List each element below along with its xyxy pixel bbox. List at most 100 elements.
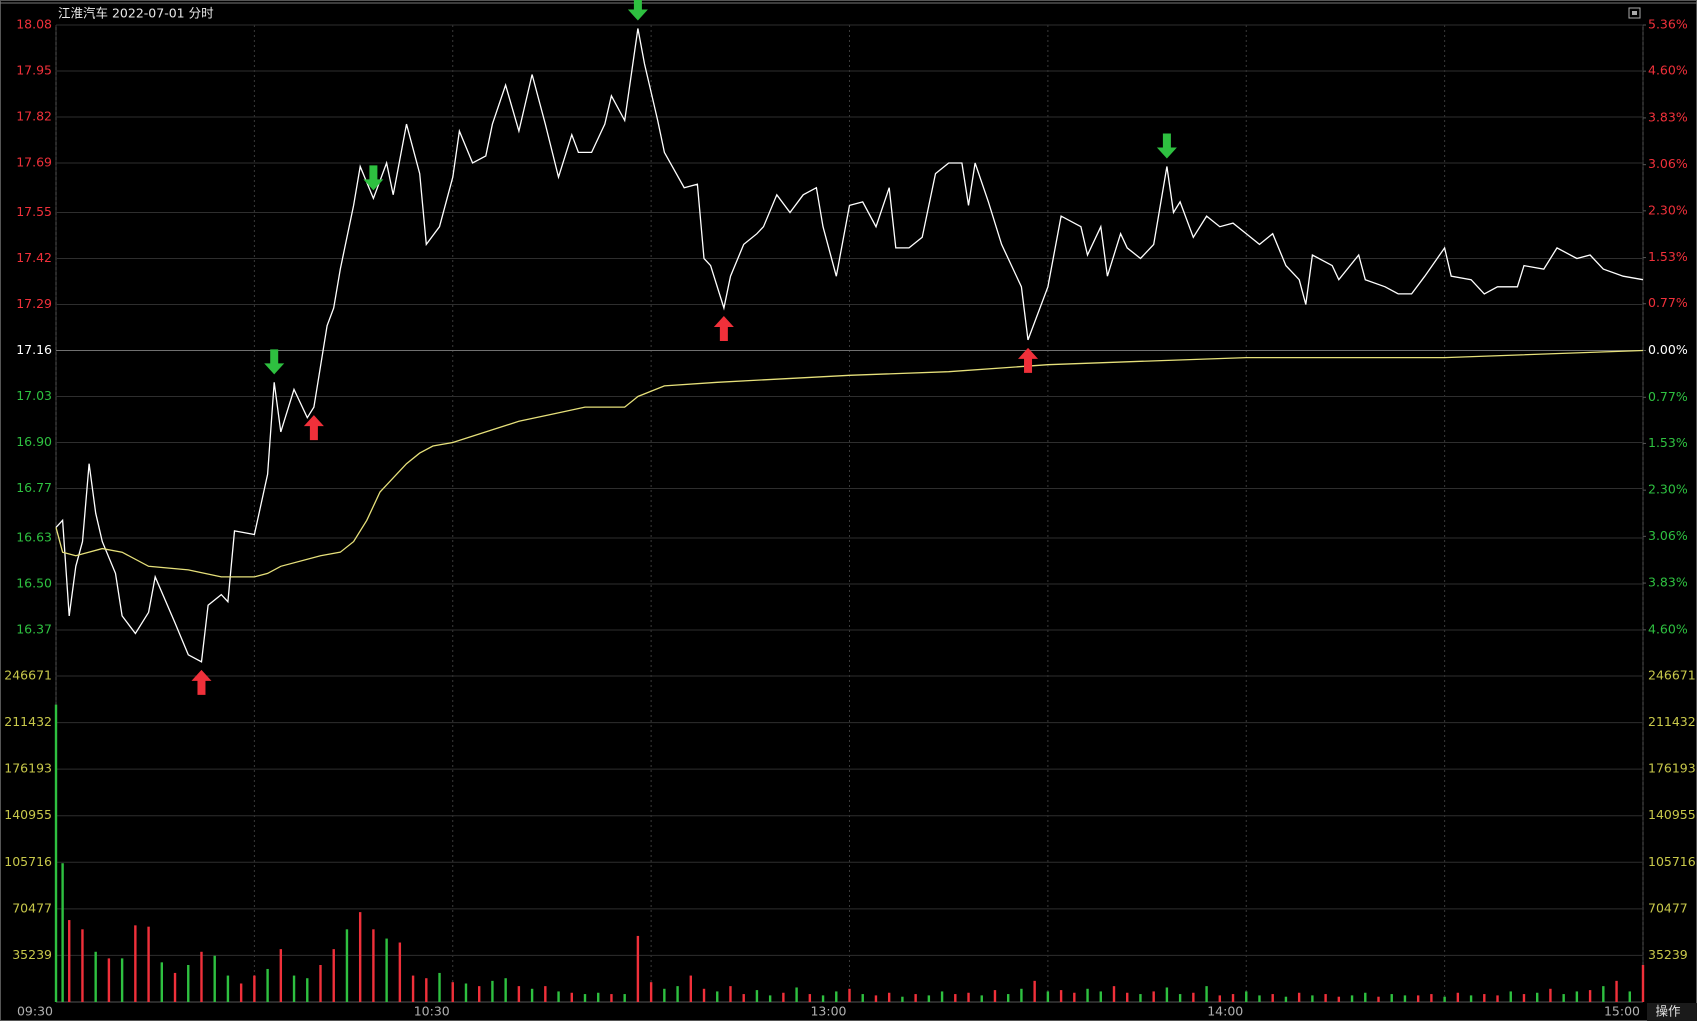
volume-bar bbox=[993, 990, 997, 1002]
y-tick-label: 16.37 bbox=[16, 622, 52, 637]
volume-bar bbox=[1139, 994, 1142, 1002]
y2-tick-label: 5.36% bbox=[1648, 17, 1688, 32]
volume-bar bbox=[61, 863, 64, 1002]
volume-bar bbox=[226, 975, 230, 1002]
volume-bar bbox=[1562, 994, 1565, 1002]
volume-bar bbox=[279, 949, 283, 1002]
volume-bar bbox=[782, 992, 785, 1002]
volume-tick-label: 246671 bbox=[4, 668, 52, 683]
volume-bar bbox=[1099, 991, 1102, 1002]
chart-title: 江淮汽车 2022-07-01 分时 bbox=[58, 6, 214, 21]
buy-arrow bbox=[1018, 347, 1039, 373]
volume-bar bbox=[623, 994, 626, 1002]
volume-tick-label: 35239 bbox=[12, 947, 52, 962]
operate-button[interactable]: 操作 bbox=[1655, 1004, 1681, 1019]
volume-tick-label-right: 105716 bbox=[1648, 854, 1696, 869]
volume-bar bbox=[530, 988, 534, 1002]
volume-bar bbox=[1218, 995, 1221, 1002]
volume-bar bbox=[134, 925, 137, 1002]
sell-arrow bbox=[264, 349, 285, 375]
volume-bar bbox=[597, 992, 600, 1002]
average-line bbox=[55, 349, 1644, 578]
volume-bar bbox=[253, 975, 256, 1002]
volume-bar bbox=[1509, 991, 1512, 1002]
y-tick-label: 16.50 bbox=[16, 576, 52, 591]
volume-tick-label: 105716 bbox=[4, 854, 52, 869]
volume-bar bbox=[768, 995, 772, 1002]
volume-bar bbox=[1297, 992, 1301, 1002]
volume-bar bbox=[808, 994, 812, 1002]
volume-bar bbox=[1284, 996, 1288, 1002]
volume-bar bbox=[1126, 992, 1129, 1002]
y-tick-label: 17.82 bbox=[16, 108, 52, 123]
x-tick-label: 09:30 bbox=[17, 1004, 53, 1019]
volume-tick-label-right: 70477 bbox=[1648, 900, 1688, 915]
volume-bar bbox=[1271, 994, 1274, 1002]
volume-bar bbox=[610, 994, 613, 1002]
volume-bar bbox=[107, 958, 111, 1002]
volume-bar bbox=[1416, 995, 1420, 1002]
volume-bar bbox=[1628, 991, 1631, 1002]
volume-bar bbox=[1192, 992, 1195, 1002]
volume-bar bbox=[411, 975, 415, 1002]
volume-bar bbox=[967, 992, 970, 1002]
volume-bar bbox=[81, 929, 84, 1002]
y2-tick-label: 1.53% bbox=[1648, 249, 1688, 264]
volume-bar bbox=[663, 988, 666, 1002]
volume-bar bbox=[451, 982, 454, 1002]
volume-bar bbox=[239, 983, 243, 1002]
operate-button-bg[interactable] bbox=[1647, 1003, 1697, 1021]
x-tick-label: 13:00 bbox=[810, 1004, 846, 1019]
window-icon-inner bbox=[1632, 11, 1637, 15]
volume-bar bbox=[1152, 991, 1155, 1002]
volume-bar bbox=[1258, 995, 1261, 1002]
volume-bar bbox=[1390, 994, 1393, 1002]
volume-bar bbox=[887, 992, 891, 1002]
volume-bar bbox=[160, 962, 163, 1002]
volume-bar bbox=[1615, 980, 1618, 1002]
volume-bar bbox=[266, 968, 269, 1002]
volume-bar bbox=[332, 949, 335, 1002]
volume-bar bbox=[557, 991, 560, 1002]
y2-tick-label: 0.00% bbox=[1648, 342, 1688, 357]
volume-bar bbox=[1377, 996, 1380, 1002]
volume-bar bbox=[1469, 995, 1473, 1002]
y2-tick-label: 4.60% bbox=[1648, 621, 1688, 636]
volume-bar bbox=[927, 995, 931, 1002]
volume-tick-label: 176193 bbox=[4, 761, 52, 776]
volume-bar bbox=[425, 978, 428, 1002]
volume-bar bbox=[345, 929, 349, 1002]
y2-tick-label: 2.30% bbox=[1648, 482, 1688, 497]
volume-bar bbox=[821, 995, 825, 1002]
volume-bar bbox=[1020, 988, 1023, 1002]
volume-bar bbox=[1324, 994, 1327, 1002]
volume-bar bbox=[861, 994, 864, 1002]
volume-bar bbox=[676, 986, 679, 1002]
x-tick-label: 15:00 bbox=[1604, 1004, 1640, 1019]
volume-bar bbox=[636, 935, 640, 1002]
y-tick-label: 16.63 bbox=[16, 530, 52, 545]
sell-arrow bbox=[363, 165, 384, 191]
volume-bar bbox=[702, 988, 706, 1002]
buy-arrow bbox=[713, 316, 734, 342]
volume-bar bbox=[1112, 986, 1116, 1002]
volume-bar bbox=[716, 991, 719, 1002]
volume-bar bbox=[755, 990, 759, 1002]
volume-bar bbox=[478, 986, 481, 1002]
volume-bar bbox=[372, 929, 375, 1002]
volume-bar bbox=[1311, 995, 1314, 1002]
volume-bar bbox=[120, 958, 124, 1002]
volume-bar bbox=[1178, 994, 1182, 1002]
volume-bar bbox=[319, 964, 322, 1002]
volume-bar bbox=[1350, 995, 1354, 1002]
volume-tick-label-right: 211432 bbox=[1648, 714, 1696, 729]
buy-arrow bbox=[191, 669, 212, 695]
volume-bar bbox=[795, 987, 798, 1002]
volume-bar bbox=[200, 951, 203, 1002]
window-icon[interactable] bbox=[1628, 7, 1641, 19]
y-tick-label: 18.08 bbox=[16, 17, 52, 32]
volume-tick-label-right: 35239 bbox=[1648, 947, 1688, 962]
y-tick-label: 17.55 bbox=[16, 204, 52, 219]
